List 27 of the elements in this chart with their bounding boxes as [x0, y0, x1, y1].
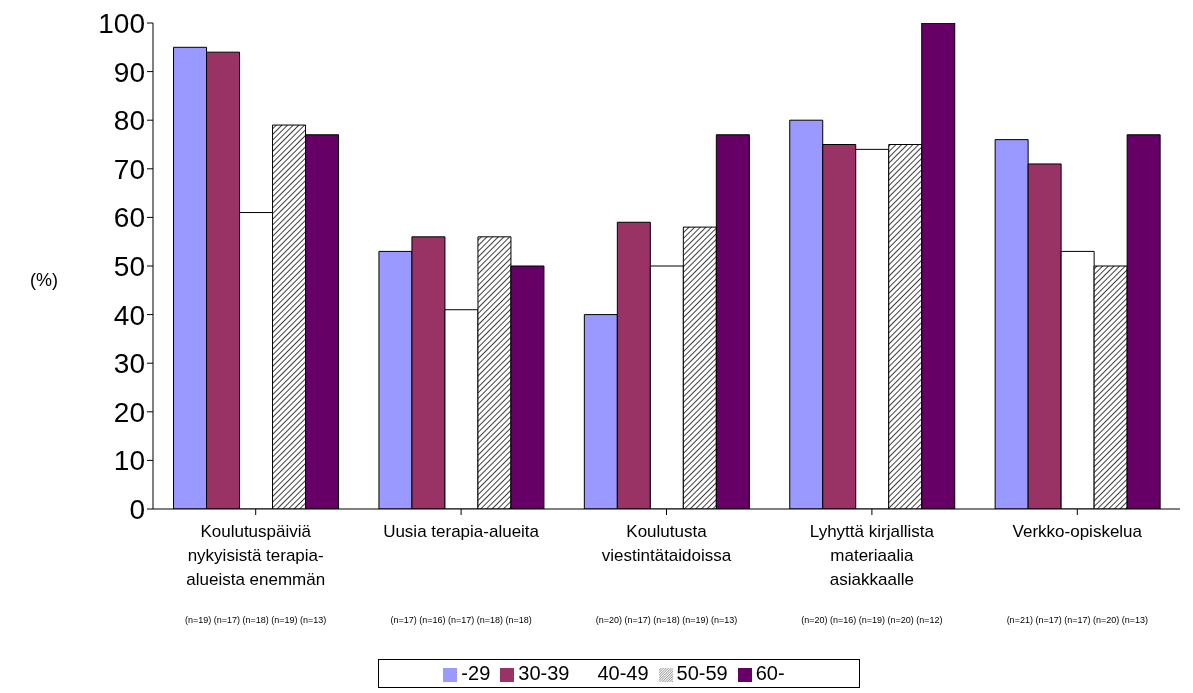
y-tick-label: 10 [113, 445, 145, 477]
text: (n=20) (n=16) (n=19) (n=20) (n=12) [801, 615, 943, 625]
x-tick-label: Uusia terapia-alueita [383, 522, 540, 541]
x-tick-label: Koulutuspäiviä nykyisistä terapia-alueista enemmän [186, 522, 326, 589]
text: (n=21) (n=17) (n=17) (n=20) (n=13) [1006, 615, 1148, 625]
y-tick-label: 30 [113, 348, 145, 380]
legend-label: -29 [461, 662, 491, 684]
text: (n=20) (n=17) (n=18) (n=19) (n=13) [595, 615, 738, 625]
y-tick-label: 90 [113, 56, 145, 88]
text: (n=19) (n=17) (n=18) (n=19) (n=13) [185, 615, 327, 625]
y-axis-title: (%) [30, 270, 58, 291]
x-tick-label: Koulutusta viestintätaidoissa [601, 522, 732, 565]
y-tick-label: 50 [113, 250, 145, 282]
legend-label: 60- [755, 662, 785, 684]
text: (n=17) (n=16) (n=17) (n=18) (n=18) [390, 615, 532, 625]
y-tick-label: 100 [98, 7, 145, 39]
y-tick-label: 80 [113, 105, 145, 137]
y-tick-label: 20 [113, 396, 145, 428]
legend-label: 50-59 [676, 662, 728, 684]
y-tick-label: 60 [113, 202, 145, 234]
text: 40-49 [597, 662, 649, 684]
y-tick-label: 0 [129, 493, 145, 525]
x-tick-label: Verkko-opiskelua [1012, 522, 1143, 541]
legend-label: 30-39 [518, 662, 570, 684]
y-tick-label: 70 [113, 153, 145, 185]
y-tick-label: 40 [113, 299, 145, 331]
x-tick-label: Lyhyttä kirjallista materiaalia asiakkaalle [809, 522, 935, 589]
